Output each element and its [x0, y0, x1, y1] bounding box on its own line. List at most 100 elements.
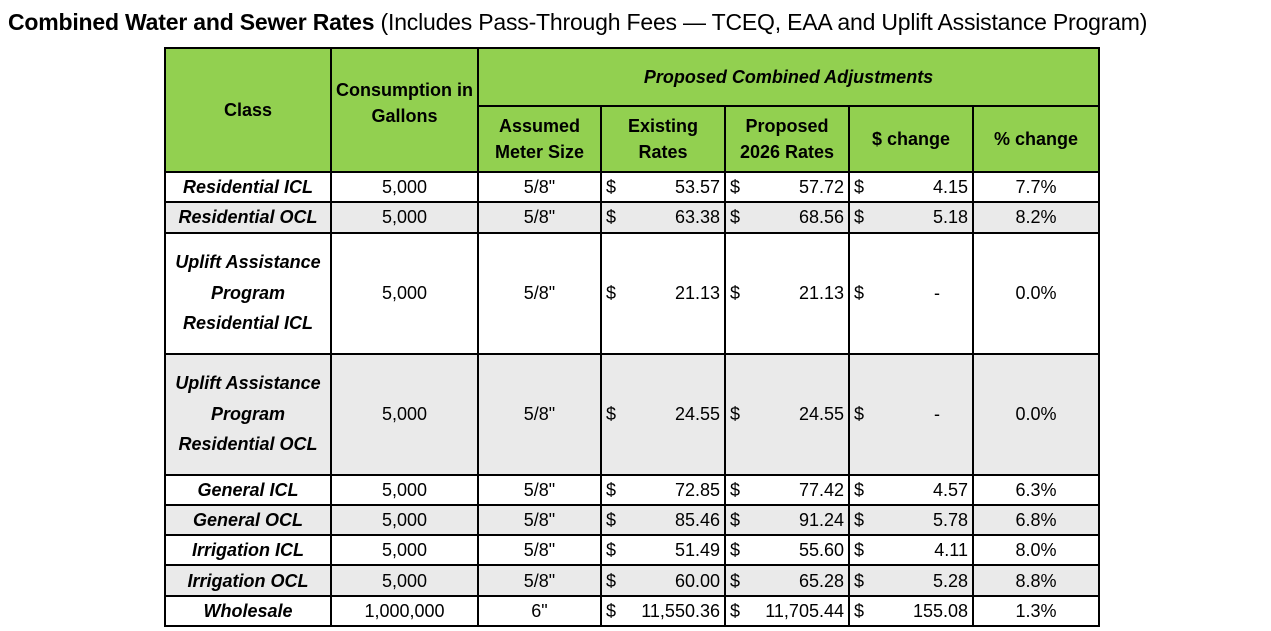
pct-cell: 7.7%: [971, 170, 1101, 204]
proposed-value: 68.56: [798, 207, 844, 228]
change-cell: $5.18: [848, 201, 974, 234]
change-value: -: [934, 403, 940, 424]
header-proposed: Proposed 2026 Rates: [724, 105, 850, 173]
pct-cell: 0.0%: [971, 352, 1101, 476]
table-row: Irrigation OCL 5,000 5/8" $60.00 $65.28 $5.28…: [164, 564, 1101, 597]
change-cell: $4.11: [848, 534, 974, 567]
table-row: Uplift Assistance Program Residential IC…: [164, 231, 1101, 355]
pct-cell: 6.8%: [971, 503, 1101, 537]
pct-cell: 8.2%: [971, 201, 1101, 234]
currency-symbol: $: [606, 570, 617, 591]
header-class: Class: [164, 47, 332, 173]
class-cell: General ICL: [164, 473, 332, 506]
meter-cell: 5/8": [477, 352, 602, 476]
currency-symbol: $: [854, 479, 865, 500]
existing-value: 63.38: [674, 207, 720, 228]
currency-symbol: $: [606, 282, 617, 303]
currency-symbol: $: [730, 479, 741, 500]
existing-value: 72.85: [674, 479, 720, 500]
currency-symbol: $: [606, 600, 617, 621]
currency-symbol: $: [606, 207, 617, 228]
page-title: Combined Water and Sewer Rates (Includes…: [8, 6, 1147, 38]
consumption-cell: 5,000: [330, 473, 479, 506]
table-row: General OCL 5,000 5/8" $85.46 $91.24 $5.78 6.8…: [164, 503, 1101, 537]
existing-cell: $21.13: [600, 231, 726, 355]
consumption-cell: 5,000: [330, 534, 479, 567]
currency-symbol: $: [854, 177, 865, 198]
existing-value: 60.00: [674, 570, 720, 591]
change-value: 155.08: [912, 600, 968, 621]
change-cell: $ -: [848, 352, 974, 476]
currency-symbol: $: [854, 510, 865, 531]
table-row: Uplift Assistance Program Residential OC…: [164, 352, 1101, 476]
table-row: General ICL 5,000 5/8" $72.85 $77.42 $4.57 6.3…: [164, 473, 1101, 506]
title-bold: Combined Water and Sewer Rates: [8, 9, 375, 35]
currency-symbol: $: [854, 207, 865, 228]
currency-symbol: $: [730, 403, 741, 424]
proposed-cell: $55.60: [724, 534, 850, 567]
currency-symbol: $: [606, 403, 617, 424]
currency-symbol: $: [606, 510, 617, 531]
pct-cell: 1.3%: [971, 594, 1101, 628]
proposed-cell: $21.13: [724, 231, 850, 355]
proposed-value: 11,705.44: [765, 600, 844, 621]
currency-symbol: $: [854, 570, 865, 591]
currency-symbol: $: [730, 600, 741, 621]
class-cell: Irrigation OCL: [164, 564, 332, 597]
class-cell: General OCL: [164, 503, 332, 537]
change-value: 4.15: [932, 177, 968, 198]
title-subtitle: (Includes Pass-Through Fees — TCEQ, EAA …: [374, 9, 1148, 35]
consumption-cell: 1,000,000: [330, 594, 479, 628]
existing-cell: $11,550.36: [600, 594, 726, 628]
header-pct-change: % change: [971, 105, 1101, 173]
proposed-cell: $91.24: [724, 503, 850, 537]
existing-value: 51.49: [674, 540, 720, 561]
pct-cell: 8.8%: [971, 564, 1101, 597]
header-consumption: Consumption in Gallons: [330, 47, 479, 173]
pct-cell: 8.0%: [971, 534, 1101, 567]
existing-cell: $85.46: [600, 503, 726, 537]
table-row: Residential ICL 5,000 5/8" $53.57 $57.72 $4.1…: [164, 170, 1101, 204]
rates-table: Class Consumption in Gallons Proposed Co…: [164, 47, 1101, 628]
class-cell: Residential OCL: [164, 201, 332, 234]
meter-cell: 5/8": [477, 503, 602, 537]
consumption-cell: 5,000: [330, 170, 479, 204]
change-value: 5.18: [932, 207, 968, 228]
change-cell: $4.15: [848, 170, 974, 204]
meter-cell: 6": [477, 594, 602, 628]
existing-value: 24.55: [674, 403, 720, 424]
proposed-cell: $57.72: [724, 170, 850, 204]
change-cell: $155.08: [848, 594, 974, 628]
currency-symbol: $: [606, 177, 617, 198]
change-cell: $5.28: [848, 564, 974, 597]
proposed-value: 21.13: [798, 282, 844, 303]
table-row: Irrigation ICL 5,000 5/8" $51.49 $55.60 $4.11…: [164, 534, 1101, 567]
consumption-cell: 5,000: [330, 231, 479, 355]
class-cell: Irrigation ICL: [164, 534, 332, 567]
proposed-cell: $65.28: [724, 564, 850, 597]
existing-value: 21.13: [674, 282, 720, 303]
meter-cell: 5/8": [477, 201, 602, 234]
meter-cell: 5/8": [477, 473, 602, 506]
proposed-value: 55.60: [798, 540, 844, 561]
class-cell: Residential ICL: [164, 170, 332, 204]
change-value: 5.78: [932, 510, 968, 531]
existing-cell: $63.38: [600, 201, 726, 234]
meter-cell: 5/8": [477, 231, 602, 355]
meter-cell: 5/8": [477, 534, 602, 567]
proposed-value: 24.55: [798, 403, 844, 424]
proposed-value: 65.28: [798, 570, 844, 591]
consumption-cell: 5,000: [330, 201, 479, 234]
proposed-value: 91.24: [798, 510, 844, 531]
table-row: Residential OCL 5,000 5/8" $63.38 $68.56 $5.1…: [164, 201, 1101, 234]
currency-symbol: $: [730, 570, 741, 591]
change-value: 4.57: [932, 479, 968, 500]
change-value: 5.28: [932, 570, 968, 591]
proposed-cell: $68.56: [724, 201, 850, 234]
currency-symbol: $: [854, 403, 865, 424]
currency-symbol: $: [606, 540, 617, 561]
header-dollar-change: $ change: [848, 105, 974, 173]
change-cell: $4.57: [848, 473, 974, 506]
meter-cell: 5/8": [477, 170, 602, 204]
existing-value: 85.46: [674, 510, 720, 531]
